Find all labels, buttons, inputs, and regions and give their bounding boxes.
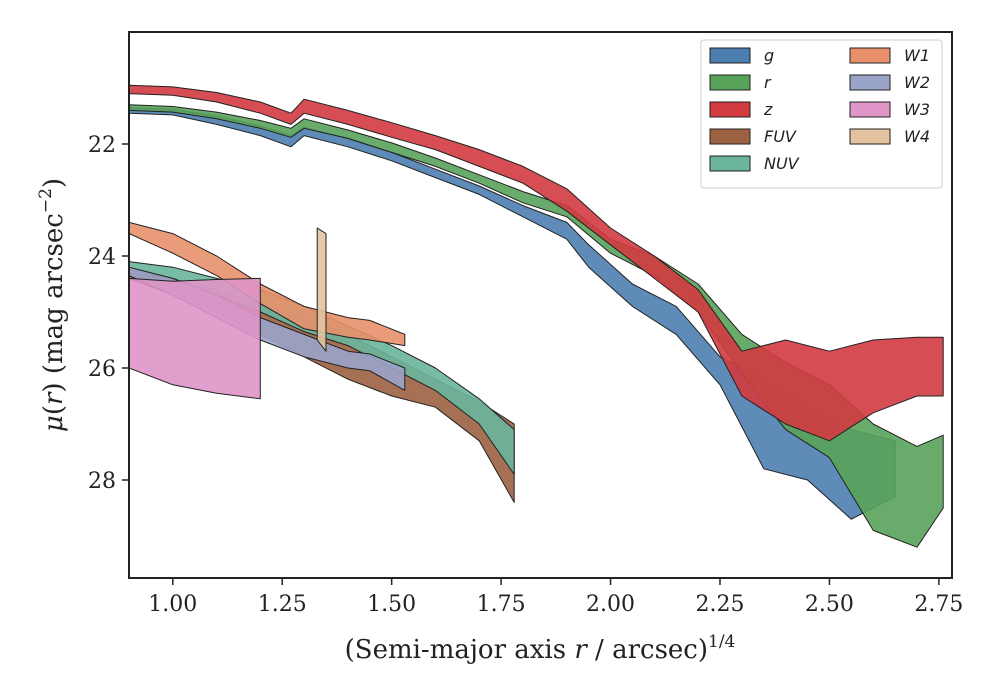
legend-swatch-g xyxy=(709,47,751,64)
legend-label-g: g xyxy=(764,46,774,65)
legend-label-r: r xyxy=(764,73,772,92)
x-tick-label: 2.25 xyxy=(695,592,744,617)
legend-label-w4: W4 xyxy=(904,127,930,146)
x-tick-label: 1.50 xyxy=(367,592,416,617)
legend-swatch-nuv xyxy=(709,155,751,172)
y-tick-label: 26 xyxy=(88,357,116,382)
legend-label-w3: W3 xyxy=(904,100,930,119)
plot-frame xyxy=(128,31,953,579)
legend: grz FUV NUV W1 W2 W3 W4 xyxy=(700,39,943,189)
legend-swatch-w3 xyxy=(849,101,891,118)
y-tick-label: 22 xyxy=(88,133,116,158)
x-tick-label: 1.75 xyxy=(477,592,526,617)
x-tick-label: 1.25 xyxy=(258,592,307,617)
y-axis-title: μ(r) (mag arcsec−2) xyxy=(36,178,69,432)
legend-label-fuv: FUV xyxy=(764,127,797,146)
legend-label-w2: W2 xyxy=(904,73,930,92)
legend-label-nuv: NUV xyxy=(764,154,800,173)
band-r xyxy=(129,104,944,548)
legend-swatch-fuv xyxy=(709,128,751,145)
band-z xyxy=(129,84,944,442)
legend-swatch-w4 xyxy=(849,128,891,145)
legend-label-w1: W1 xyxy=(904,46,930,65)
legend-swatch-w1 xyxy=(849,47,891,64)
x-tick-label: 2.50 xyxy=(805,592,854,617)
legend-label-z: z xyxy=(763,100,773,119)
band-w4 xyxy=(316,227,327,352)
y-tick-label: 28 xyxy=(88,469,116,494)
y-axis-ticks: 22 24 26 28 xyxy=(88,133,129,494)
legend-swatch-w2 xyxy=(849,74,891,91)
x-axis-title: (Semi-major axis r / arcsec)1/4 xyxy=(345,632,736,665)
band-w3 xyxy=(129,277,261,400)
x-axis-ticks: 1.00 1.25 1.50 1.75 2.00 2.25 2.50 2.75 xyxy=(148,578,963,617)
y-tick-label: 24 xyxy=(88,245,116,270)
band-w1 xyxy=(129,221,406,347)
profile-bands xyxy=(129,84,944,548)
x-tick-label: 2.00 xyxy=(586,592,635,617)
legend-swatch-r xyxy=(709,74,751,91)
x-tick-label: 1.00 xyxy=(148,592,197,617)
legend-swatch-z xyxy=(709,101,751,118)
x-tick-label: 2.75 xyxy=(914,592,963,617)
